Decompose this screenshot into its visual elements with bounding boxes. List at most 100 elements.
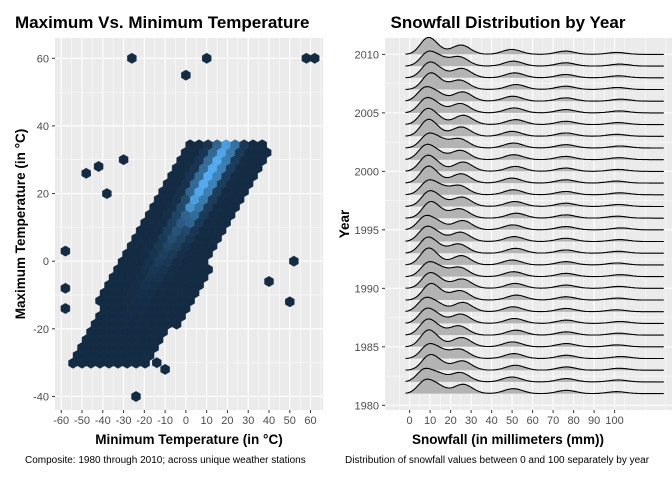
left-caption: Composite: 1980 through 2010; across uni… (25, 455, 306, 466)
hexbin-cell (289, 255, 299, 267)
ridge-line-2003 (405, 118, 664, 137)
right-y-tick-label: 1985 (355, 342, 379, 354)
ridge-area-2006 (405, 86, 664, 102)
ridge-area-2010 (405, 37, 664, 55)
right-y-tick-label: 2000 (355, 166, 379, 178)
ridge-line-1981 (405, 378, 664, 395)
ridge-line-1993 (405, 236, 664, 254)
ridge-line-2009 (405, 50, 664, 67)
left-x-tick-label: -50 (74, 415, 90, 427)
left-y-ticks: -40 -20 0 20 40 60 (33, 53, 55, 403)
hexbin-cell (93, 161, 104, 172)
ridge-area-1995 (405, 215, 664, 230)
left-x-tick-label: -20 (136, 415, 152, 427)
ridge-area-2004 (405, 108, 664, 125)
ridge-area-2001 (405, 144, 664, 160)
hexbin-cell (285, 296, 295, 308)
ridge-line-1985 (405, 329, 664, 348)
ridge-line-1995 (405, 214, 664, 231)
panel-separator (330, 0, 340, 480)
left-x-tick-label: 40 (263, 415, 275, 427)
left-x-tick-label: 30 (242, 415, 254, 427)
hexbin-cell (310, 52, 320, 64)
ridge-line-2002 (405, 132, 664, 149)
hexbin-cell (201, 52, 212, 64)
right-x-ticks: 0 10 20 30 40 50 60 70 80 90 100 (407, 410, 624, 427)
ridge-area-1985 (405, 329, 664, 347)
right-y-axis-title: Year (337, 209, 352, 238)
hexbin-cell (181, 69, 191, 81)
right-y-tick-label: 1990 (355, 283, 379, 295)
right-x-tick-label: 30 (465, 415, 477, 427)
ridge-line-1986 (405, 318, 664, 336)
left-y-tick-label: 60 (37, 53, 49, 65)
ridge-area-2008 (405, 61, 664, 78)
left-x-tick-label: 50 (284, 415, 296, 427)
hexbin-cell (81, 167, 91, 179)
ridge-area-1982 (405, 368, 664, 382)
right-x-tick-label: 80 (567, 415, 579, 427)
right-x-tick-label: 20 (444, 415, 456, 427)
left-x-tick-label: 0 (183, 415, 189, 427)
ridge-area-1981 (405, 379, 664, 394)
ridge-line-2005 (405, 96, 664, 114)
ridge-line-2001 (405, 143, 664, 161)
hexbin-cell (60, 282, 71, 294)
ridge-area-1999 (405, 166, 664, 184)
ridge-area-1988 (405, 297, 664, 312)
ridge-area-1997 (405, 190, 664, 207)
ridge-line-1983 (405, 353, 664, 371)
ridge-line-1991 (405, 261, 664, 278)
right-y-tick-label: 1995 (355, 225, 379, 237)
ridge-area-2005 (405, 97, 664, 113)
ridge-line-2008 (405, 61, 664, 79)
left-y-tick-label: -40 (33, 391, 49, 403)
ridge-line-2004 (405, 107, 664, 126)
left-y-tick-label: 20 (37, 189, 49, 201)
left-y-axis-title: Maximum Temperature (in °C) (13, 129, 28, 319)
right-caption: Distribution of snowfall values between … (345, 455, 650, 466)
ridge-area-2003 (405, 119, 664, 137)
hexbin-cell (127, 52, 137, 64)
ridge-line-1989 (405, 282, 664, 301)
ridge-area-2007 (405, 72, 664, 90)
right-x-tick-label: 40 (485, 415, 497, 427)
hexbin-cell (160, 363, 170, 375)
ridge-area-1994 (405, 226, 664, 242)
hexbin-cell (131, 391, 141, 402)
right-chart-title: Snowfall Distribution by Year (391, 13, 626, 32)
hexbin-cell (257, 139, 267, 151)
left-x-tick-label: -60 (53, 415, 69, 427)
ridge-area-1992 (405, 248, 664, 265)
ridge-line-2007 (405, 72, 664, 91)
ridge-line-1997 (405, 190, 664, 208)
ridge-line-1994 (405, 225, 664, 243)
left-x-tick-label: -30 (116, 415, 132, 427)
ridge-line-1998 (405, 179, 664, 196)
ridgeline-densities (405, 36, 664, 395)
left-x-ticks: -60 -50 -40 -30 -20 -10 0 10 20 30 40 50 60 (53, 410, 317, 427)
ridge-line-1992 (405, 247, 664, 266)
ridge-line-1990 (405, 271, 664, 289)
left-x-tick-label: 20 (221, 415, 233, 427)
right-x-tick-label: 50 (506, 415, 518, 427)
right-y-tick-label: 1980 (355, 400, 379, 412)
ridge-line-1996 (405, 200, 664, 219)
left-chart-title: Maximum Vs. Minimum Temperature (15, 13, 309, 32)
hexbin-cell (60, 245, 71, 257)
right-x-tick-label: 90 (588, 415, 600, 427)
left-x-tick-label: -10 (157, 415, 173, 427)
ridge-line-1988 (405, 296, 664, 313)
left-x-axis-title: Minimum Temperature (in °C) (95, 432, 282, 447)
right-x-tick-label: 60 (526, 415, 538, 427)
right-title-backdrop (340, 0, 672, 38)
right-x-tick-label: 10 (424, 415, 436, 427)
ridge-line-2000 (405, 154, 664, 172)
right-x-axis-title: Snowfall (in millimeters (mm)) (412, 432, 604, 447)
ridgeline-chart: Snowfall Distribution by Year 0 10 20 30 40 5… (337, 0, 672, 466)
ridge-line-2006 (405, 86, 664, 102)
left-x-tick-label: -40 (95, 415, 111, 427)
hexbin-cell (60, 303, 71, 314)
ridge-line-1984 (405, 342, 664, 360)
